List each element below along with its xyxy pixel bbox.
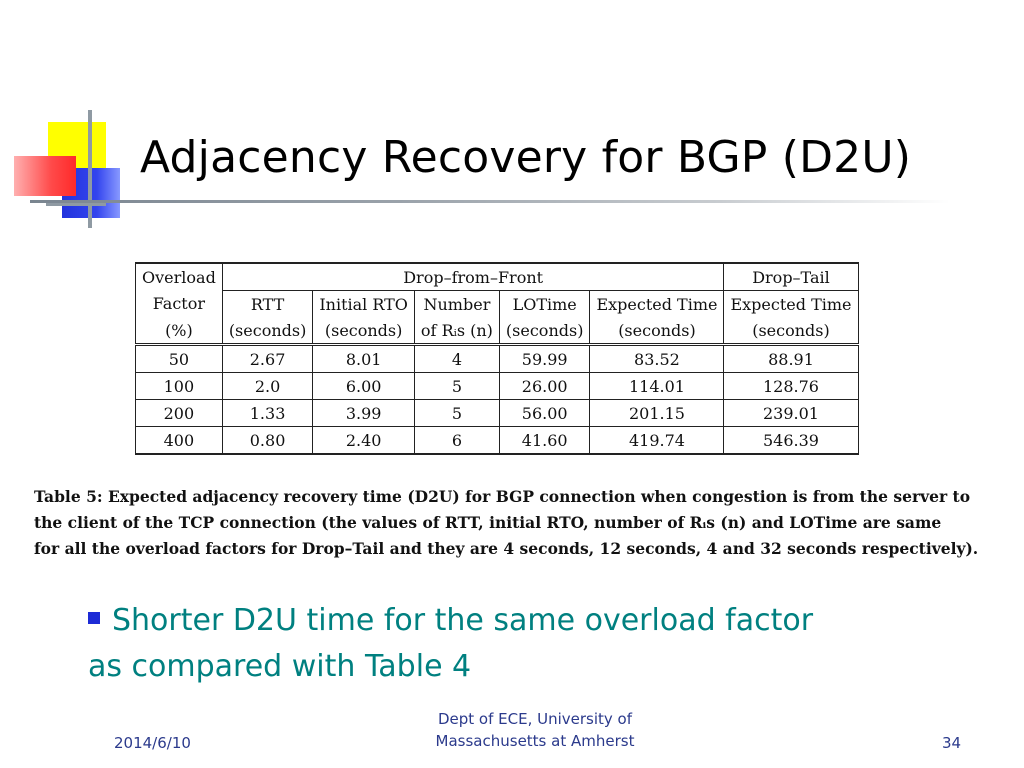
slide-logo-decoration: [0, 100, 150, 230]
table-header-row-1: Overload Drop–from–Front Drop–Tail: [135, 262, 859, 291]
table-cell: 419.74: [589, 426, 725, 455]
table-cell: 239.01: [723, 399, 859, 427]
table-cell: 0.80: [222, 426, 314, 455]
table-cell: 26.00: [499, 372, 591, 400]
table-cell: 59.99: [499, 344, 591, 373]
header-lotime: LOTime: [499, 290, 591, 317]
table-header-row-3: (%) (seconds) (seconds) of Rᵢs (n) (seco…: [135, 317, 859, 346]
logo-horizontal-line: [46, 202, 106, 206]
footer-date: 2014/6/10: [114, 734, 191, 752]
table-cell: 5: [414, 399, 500, 427]
table-cell: 6.00: [312, 372, 415, 400]
table-cell: 41.60: [499, 426, 591, 455]
bullet-point: Shorter D2U time for the same overload f…: [88, 598, 968, 690]
bullet-line-2: as compared with Table 4: [88, 644, 968, 690]
bullet-line-1: Shorter D2U time for the same overload f…: [88, 598, 968, 644]
bullet-text-2: as compared with Table 4: [88, 649, 472, 684]
table-cell: 3.99: [312, 399, 415, 427]
footer-org-line-2: Massachusetts at Amherst: [435, 732, 635, 750]
table-header-row-2: Factor RTT Initial RTO Number LOTime Exp…: [135, 290, 859, 317]
table-caption: Table 5: Expected adjacency recovery tim…: [34, 484, 996, 562]
table-cell: 8.01: [312, 344, 415, 373]
bullet-text-1: Shorter D2U time for the same overload f…: [112, 603, 814, 638]
table-cell: 100: [135, 372, 223, 400]
bullet-square-icon: [88, 611, 100, 624]
header-lotime-unit: (seconds): [499, 317, 591, 346]
table-cell: 56.00: [499, 399, 591, 427]
table-cell: 2.67: [222, 344, 314, 373]
header-rtt-unit: (seconds): [222, 317, 314, 346]
table-cell: 50: [135, 344, 223, 373]
table-cell: 200: [135, 399, 223, 427]
header-initial-rto-unit: (seconds): [312, 317, 415, 346]
footer-org-line-1: Dept of ECE, University of: [437, 710, 633, 728]
header-expected-time-dt: Expected Time: [723, 290, 859, 317]
caption-line: for all the overload factors for Drop–Ta…: [34, 539, 979, 558]
header-initial-rto: Initial RTO: [312, 290, 415, 317]
title-underline: [30, 200, 950, 203]
footer-page-number: 34: [942, 734, 962, 752]
table-cell: 128.76: [723, 372, 859, 400]
caption-line: the client of the TCP connection (the va…: [34, 513, 942, 532]
header-drop-from-front: Drop–from–Front: [222, 262, 725, 291]
header-factor: Factor: [135, 290, 223, 317]
table-cell: 400: [135, 426, 223, 455]
header-overload: Overload: [135, 262, 223, 291]
table-cell: 2.40: [312, 426, 415, 455]
table-cell: 201.15: [589, 399, 725, 427]
table-cell: 2.0: [222, 372, 314, 400]
table-cell: 83.52: [589, 344, 725, 373]
header-percent: (%): [135, 317, 223, 346]
header-expected-time-dff-unit: (seconds): [589, 317, 725, 346]
header-rtt: RTT: [222, 290, 314, 317]
table-cell: 88.91: [723, 344, 859, 373]
logo-red-square: [14, 156, 76, 196]
header-drop-tail: Drop–Tail: [723, 262, 859, 291]
table-row: 200 1.33 3.99 5 56.00 201.15 239.01: [135, 399, 859, 427]
footer-organization: Dept of ECE, University of Massachusetts…: [400, 708, 670, 752]
table-cell: 4: [414, 344, 500, 373]
table-cell: 6: [414, 426, 500, 455]
logo-vertical-line: [88, 110, 92, 228]
table-row: 50 2.67 8.01 4 59.99 83.52 88.91: [135, 344, 859, 373]
table-cell: 546.39: [723, 426, 859, 455]
results-table-container: Overload Drop–from–Front Drop–Tail Facto…: [135, 262, 859, 455]
header-number-unit: of Rᵢs (n): [414, 317, 500, 346]
header-expected-time-dt-unit: (seconds): [723, 317, 859, 346]
table-cell: 114.01: [589, 372, 725, 400]
table-row: 100 2.0 6.00 5 26.00 114.01 128.76: [135, 372, 859, 400]
table-row: 400 0.80 2.40 6 41.60 419.74 546.39: [135, 426, 859, 455]
results-table: Overload Drop–from–Front Drop–Tail Facto…: [135, 262, 859, 455]
caption-line: Table 5: Expected adjacency recovery tim…: [34, 487, 971, 506]
slide-title: Adjacency Recovery for BGP (D2U): [140, 132, 912, 183]
header-expected-time-dff: Expected Time: [589, 290, 725, 317]
table-cell: 5: [414, 372, 500, 400]
table-cell: 1.33: [222, 399, 314, 427]
header-number: Number: [414, 290, 500, 317]
